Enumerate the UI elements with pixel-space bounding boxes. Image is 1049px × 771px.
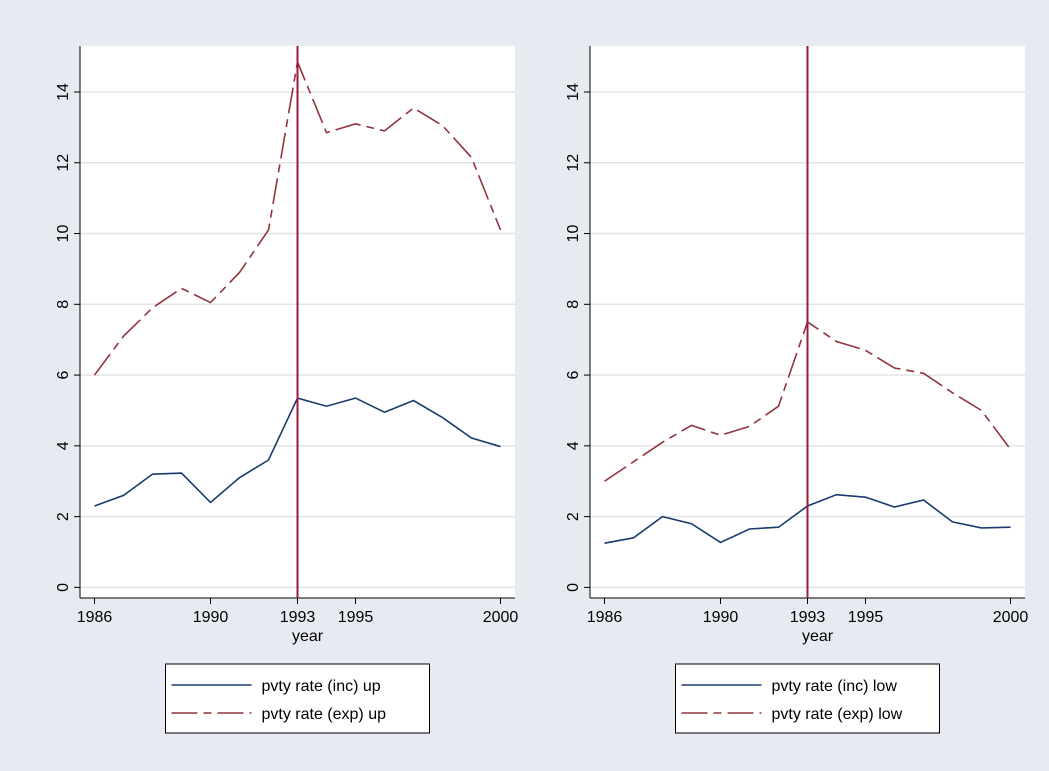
x-tick-label: 1995 (338, 609, 374, 626)
y-tick-label: 10 (565, 225, 582, 243)
x-tick-label: 1993 (790, 609, 826, 626)
legend-label: pvty rate (exp) up (262, 706, 387, 723)
legend-box (675, 663, 940, 734)
legend-label: pvty rate (exp) low (772, 706, 903, 723)
y-tick-label: 4 (565, 441, 582, 450)
y-tick-label: 8 (55, 300, 72, 309)
y-tick-label: 0 (55, 583, 72, 592)
x-tick-label: 1990 (703, 609, 739, 626)
y-tick-label: 14 (565, 83, 582, 101)
y-tick-label: 6 (565, 371, 582, 380)
x-tick-label: 1990 (193, 609, 229, 626)
x-tick-label: 1995 (848, 609, 884, 626)
x-axis-label: year (292, 628, 324, 645)
legend-box (165, 663, 430, 734)
y-tick-label: 12 (55, 154, 72, 172)
x-tick-label: 1993 (280, 609, 316, 626)
y-tick-label: 2 (565, 512, 582, 521)
x-tick-label: 2000 (483, 609, 519, 626)
y-tick-label: 0 (565, 583, 582, 592)
y-tick-label: 12 (565, 154, 582, 172)
x-tick-label: 2000 (993, 609, 1029, 626)
legend-label: pvty rate (inc) low (772, 678, 898, 695)
y-tick-label: 6 (55, 371, 72, 380)
legend-label: pvty rate (inc) up (262, 678, 381, 695)
y-tick-label: 2 (55, 512, 72, 521)
y-tick-label: 4 (55, 441, 72, 450)
x-tick-label: 1986 (77, 609, 113, 626)
y-tick-label: 14 (55, 83, 72, 101)
x-tick-label: 1986 (587, 609, 623, 626)
y-tick-label: 8 (565, 300, 582, 309)
x-axis-label: year (802, 628, 834, 645)
y-tick-label: 10 (55, 225, 72, 243)
